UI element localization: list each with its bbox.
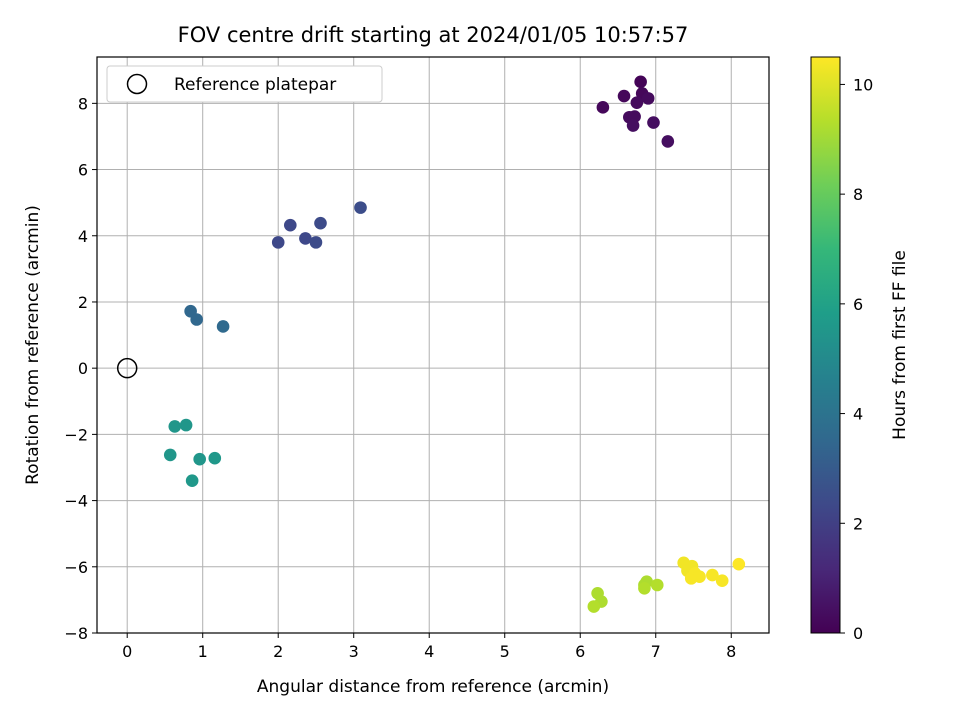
colorbar-tick-label: 6 [853, 295, 863, 314]
x-tick-label: 1 [198, 642, 208, 661]
data-point [661, 135, 675, 148]
colorbar-tick-label: 10 [853, 75, 873, 94]
chart-title: FOV centre drift starting at 2024/01/05 … [178, 23, 689, 47]
y-axis-label: Rotation from reference (arcmin) [23, 205, 43, 485]
x-tick-label: 8 [726, 642, 736, 661]
x-tick-label: 5 [500, 642, 510, 661]
data-points [163, 75, 746, 613]
colorbar-gradient [811, 57, 840, 633]
data-point [693, 570, 706, 584]
colorbar-frame [810, 56, 841, 634]
data-point [190, 313, 203, 326]
reference-marker-group [116, 357, 138, 379]
y-tick-label: −2 [64, 425, 88, 444]
data-point [650, 578, 664, 592]
grid-lines [97, 57, 769, 634]
data-point [299, 232, 312, 245]
data-point [163, 448, 177, 462]
plot-frame [96, 56, 770, 634]
data-point [354, 201, 367, 214]
colorbar-tick-label: 0 [853, 624, 863, 643]
y-tick-label: −8 [64, 624, 88, 643]
data-point [641, 92, 655, 105]
data-point [179, 418, 193, 432]
data-point [626, 119, 640, 132]
y-tick-label: 6 [78, 161, 88, 180]
data-point [283, 218, 297, 232]
y-axis-ticks: −8 −6 −4 −2 0 2 4 6 8 [64, 94, 97, 643]
data-point [587, 600, 601, 613]
data-point [630, 96, 644, 109]
x-tick-label: 2 [273, 642, 283, 661]
data-point [314, 216, 327, 230]
legend-entry: Reference platepar [174, 75, 336, 95]
legend: Reference platepar [106, 65, 383, 103]
colorbar-label: Hours from first FF file [890, 250, 910, 440]
y-tick-label: 0 [78, 359, 88, 378]
data-point [193, 452, 206, 466]
data-point [309, 236, 323, 249]
colorbar-ticks: 0 2 4 6 8 10 [840, 75, 873, 643]
reference-platepar-marker [116, 357, 138, 379]
x-tick-label: 0 [122, 642, 132, 661]
data-point [638, 582, 651, 595]
legend-box [106, 65, 383, 103]
legend-marker-circle [126, 73, 148, 95]
x-axis-label: Angular distance from reference (arcmin) [257, 677, 609, 697]
colorbar-tick-label: 2 [853, 514, 863, 533]
y-tick-label: 4 [78, 227, 88, 246]
colorbar-tick-label: 4 [853, 405, 863, 424]
data-point [617, 89, 631, 103]
x-tick-label: 7 [651, 642, 661, 661]
data-point [596, 101, 610, 114]
x-tick-label: 3 [349, 642, 359, 661]
data-point [208, 451, 222, 465]
y-tick-label: −6 [64, 558, 88, 577]
y-tick-label: 8 [78, 94, 88, 113]
colorbar-tick-label: 8 [853, 185, 863, 204]
data-point [634, 75, 647, 89]
y-tick-label: 2 [78, 293, 88, 312]
x-tick-label: 4 [424, 642, 434, 661]
x-tick-label: 6 [575, 642, 585, 661]
data-point [732, 557, 746, 571]
data-point [168, 420, 182, 433]
data-point [715, 574, 729, 587]
data-point [706, 568, 719, 582]
y-tick-label: −4 [64, 492, 88, 511]
data-point [185, 474, 199, 488]
colorbar: 0 2 4 6 8 10 Hours from first FF file [810, 56, 910, 643]
x-axis-ticks: 0 1 2 3 4 5 6 7 8 [122, 633, 736, 661]
data-point [647, 116, 660, 129]
data-point [271, 236, 285, 249]
data-point [216, 320, 230, 333]
